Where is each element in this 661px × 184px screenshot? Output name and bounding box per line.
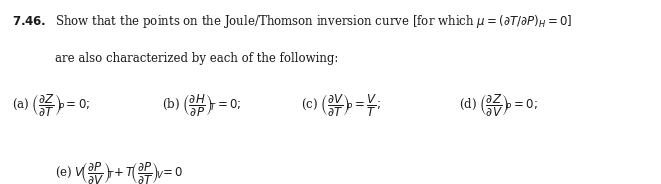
Text: (e) $V\!\left(\dfrac{\partial P}{\partial V}\right)_{\!\!T}\! + T\!\left(\dfrac{: (e) $V\!\left(\dfrac{\partial P}{\partia… <box>55 160 183 184</box>
Text: $\mathbf{7.46.}$  Show that the points on the Joule/Thomson inversion curve [for: $\mathbf{7.46.}$ Show that the points on… <box>12 13 572 30</box>
Text: (d) $\left(\dfrac{\partial Z}{\partial V}\right)_{\!\!P} = 0;$: (d) $\left(\dfrac{\partial Z}{\partial V… <box>459 92 538 118</box>
Text: (a) $\left(\dfrac{\partial Z}{\partial T}\right)_{\!\!P} = 0;$: (a) $\left(\dfrac{\partial Z}{\partial T… <box>12 92 90 118</box>
Text: are also characterized by each of the following:: are also characterized by each of the fo… <box>55 52 338 65</box>
Text: (c) $\left(\dfrac{\partial V}{\partial T}\right)_{\!\!P} = \dfrac{V}{T};$: (c) $\left(\dfrac{\partial V}{\partial T… <box>301 92 381 118</box>
Text: (b) $\left(\dfrac{\partial H}{\partial P}\right)_{\!\!T} = 0;$: (b) $\left(\dfrac{\partial H}{\partial P… <box>162 92 241 118</box>
